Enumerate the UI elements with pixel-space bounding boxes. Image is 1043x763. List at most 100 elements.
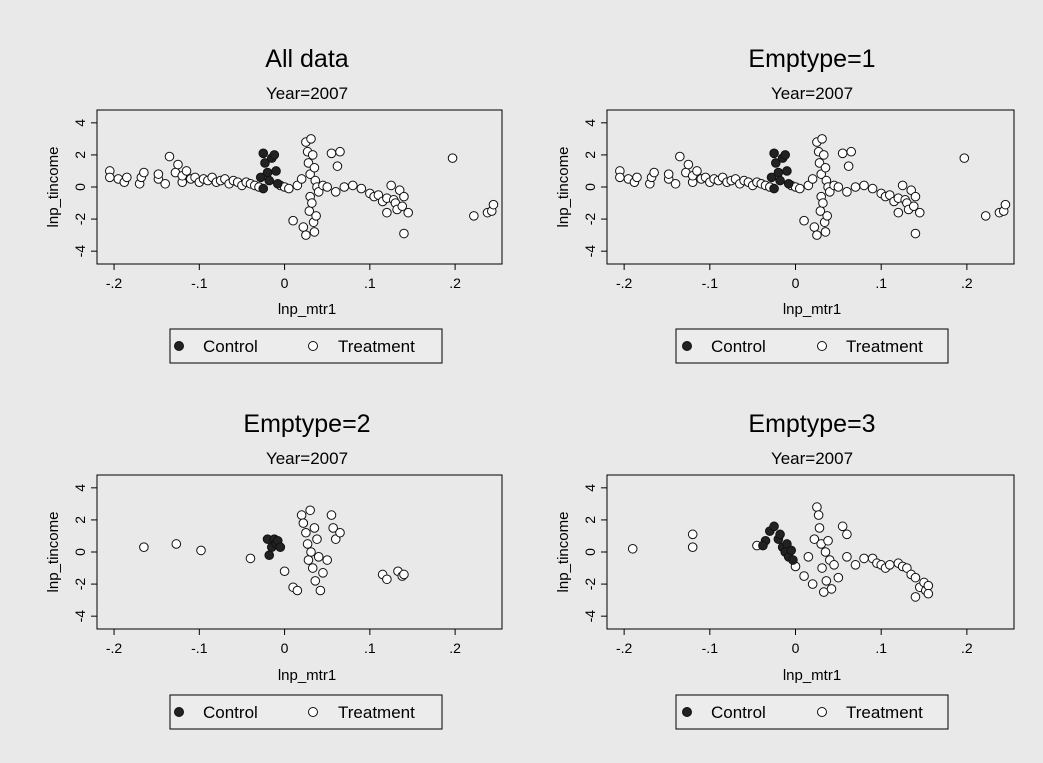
treatment-point [245, 553, 256, 564]
x-tick-label: 0 [792, 640, 800, 656]
treatment-point [306, 547, 316, 557]
treatment-point [382, 207, 392, 218]
treatment-point [288, 215, 298, 226]
treatment-point [820, 227, 831, 237]
legend-box [169, 328, 443, 364]
y-axis-label: lnp_tincome [45, 512, 62, 593]
treatment-point [884, 560, 895, 570]
control-point [264, 550, 275, 561]
y-tick-label: 2 [582, 151, 598, 159]
control-point [783, 178, 794, 189]
y-tick-label: -2 [582, 213, 598, 226]
treatment-point [833, 572, 844, 583]
legend-box [675, 328, 949, 364]
legend-control-marker [682, 707, 692, 717]
control-point [788, 555, 798, 565]
treatment-point [842, 187, 852, 197]
scatter-points [627, 502, 934, 602]
control-point [255, 172, 266, 183]
x-tick-label: -.2 [616, 640, 633, 656]
treatment-point [632, 172, 642, 183]
treatment-point [322, 182, 333, 192]
y-axis-label: lnp_tincome [45, 147, 62, 228]
control-point [786, 545, 797, 556]
control-point [766, 172, 777, 183]
y-tick-label: -4 [582, 610, 598, 623]
y-tick-label: -4 [72, 610, 88, 623]
scatter-points [139, 505, 409, 596]
y-tick-label: 0 [582, 183, 598, 191]
treatment-point [1000, 199, 1011, 210]
control-point [272, 178, 283, 189]
panel-all-data: All data Year=2007 -.2 -.1 0 .1 .2 -4 -2 0 2 4 l… [45, 45, 503, 364]
legend-control-label: Control [711, 703, 766, 722]
x-tick-label: .1 [875, 640, 887, 656]
treatment-point [298, 222, 309, 232]
treatment-point [814, 523, 825, 533]
treatment-point [818, 198, 828, 208]
x-tick-label: 0 [281, 275, 289, 291]
treatment-point [980, 211, 991, 221]
x-tick-label: .2 [961, 275, 973, 291]
treatment-point [817, 134, 827, 144]
treatment-point [908, 201, 919, 212]
treatment-point [307, 150, 318, 160]
treatment-point [923, 580, 934, 591]
x-tick-label: -.2 [616, 275, 633, 291]
x-tick-label: -.2 [106, 640, 123, 656]
control-point [758, 540, 768, 551]
treatment-point [332, 161, 343, 171]
panel-subtitle: Year=2007 [266, 84, 348, 103]
x-tick-label: .1 [364, 640, 376, 656]
panel-subtitle: Year=2007 [771, 449, 853, 468]
treatment-point [301, 230, 311, 240]
x-tick-label: 0 [792, 275, 800, 291]
treatment-point [842, 529, 852, 540]
treatment-point [122, 172, 132, 183]
treatment-point [104, 172, 115, 183]
treatment-point [829, 560, 839, 570]
legend-treatment-label: Treatment [846, 703, 923, 722]
legend-treatment-marker [308, 707, 318, 717]
y-tick-label: 0 [582, 548, 598, 556]
panel-title: Emptype=3 [748, 410, 875, 438]
treatment-point [897, 180, 908, 191]
treatment-point [382, 574, 392, 585]
y-tick-label: 4 [72, 119, 88, 127]
treatment-point [313, 552, 324, 562]
legend-control-marker [682, 341, 692, 351]
treatment-point [663, 169, 674, 179]
treatment-point [914, 207, 925, 218]
legend: Control Treatment [675, 328, 949, 364]
y-tick-label: 4 [72, 484, 88, 492]
treatment-point [139, 167, 149, 178]
treatment-point [196, 545, 206, 556]
control-point [275, 542, 286, 552]
treatment-point [303, 555, 314, 565]
treatment-point [687, 529, 698, 540]
treatment-point [292, 585, 303, 596]
x-axis-label: lnp_mtr1 [783, 667, 841, 684]
x-tick-label: .2 [449, 275, 461, 291]
treatment-point [153, 169, 164, 179]
treatment-point [809, 222, 820, 232]
y-tick-label: -2 [72, 213, 88, 226]
treatment-point [826, 584, 837, 594]
legend-treatment-label: Treatment [338, 703, 415, 722]
legend-treatment-label: Treatment [338, 337, 415, 356]
treatment-point [335, 146, 345, 157]
legend-treatment-label: Treatment [846, 337, 923, 356]
legend-control-label: Control [203, 703, 258, 722]
treatment-point [309, 227, 320, 237]
treatment-point [386, 180, 396, 191]
treatment-point [842, 552, 852, 562]
y-axis: -4 -2 0 2 4 [72, 119, 97, 257]
x-tick-label: .2 [449, 640, 461, 656]
x-axis-label: lnp_mtr1 [783, 301, 841, 318]
treatment-point [959, 153, 970, 163]
treatment-point [923, 588, 934, 599]
scatter-points [615, 134, 1011, 240]
control-point [769, 183, 779, 194]
control-point [770, 158, 781, 168]
